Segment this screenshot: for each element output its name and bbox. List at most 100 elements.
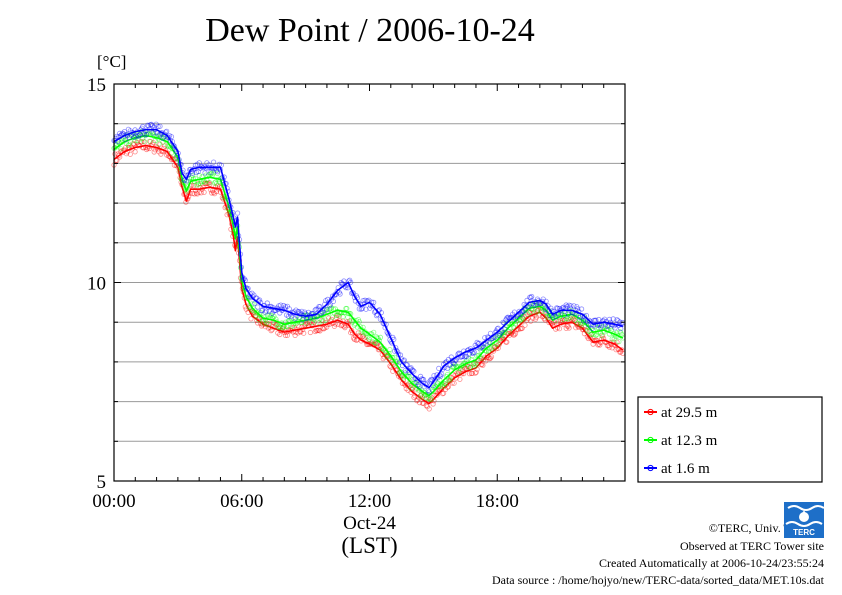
- data-point: [265, 321, 271, 328]
- data-point: [169, 156, 175, 162]
- data-point: [419, 400, 426, 406]
- data-point: [336, 313, 342, 319]
- data-point: [468, 370, 474, 376]
- data-point: [112, 151, 118, 157]
- data-point: [167, 144, 174, 150]
- data-point: [258, 307, 265, 314]
- data-point: [490, 348, 496, 354]
- data-point: [366, 336, 372, 342]
- data-point: [213, 188, 220, 195]
- data-point: [557, 317, 564, 324]
- data-point: [485, 352, 491, 358]
- data-point: [546, 319, 552, 326]
- data-point: [427, 378, 433, 384]
- data-point: [254, 295, 260, 301]
- data-point: [417, 373, 424, 379]
- data-point: [167, 138, 174, 144]
- data-point: [539, 305, 545, 311]
- data-point: [131, 134, 137, 140]
- data-point: [293, 307, 299, 313]
- data-point: [505, 320, 511, 326]
- data-point: [204, 160, 210, 166]
- data-point: [144, 131, 150, 138]
- data-point: [332, 291, 338, 297]
- data-point: [487, 355, 494, 361]
- data-point: [501, 329, 507, 335]
- data-point: [462, 365, 469, 372]
- data-point: [285, 313, 291, 319]
- data-point: [479, 344, 485, 350]
- data-point: [467, 364, 473, 370]
- data-point: [130, 141, 136, 147]
- data-point: [340, 314, 346, 320]
- data-point: [343, 284, 349, 291]
- data-point: [361, 335, 367, 341]
- data-point: [533, 309, 540, 315]
- data-point: [251, 301, 257, 307]
- data-point: [606, 316, 613, 322]
- data-point: [317, 304, 323, 310]
- data-point: [209, 190, 215, 196]
- data-point: [565, 311, 571, 317]
- data-point: [414, 379, 420, 385]
- data-point: [126, 135, 132, 141]
- data-point: [356, 319, 362, 325]
- data-point: [466, 351, 473, 357]
- data-point: [344, 305, 350, 312]
- data-point: [516, 308, 522, 314]
- data-point: [213, 184, 219, 190]
- data-point: [256, 297, 263, 303]
- data-point: [292, 332, 298, 338]
- data-point: [190, 183, 197, 189]
- data-point: [198, 163, 204, 169]
- data-point: [136, 133, 142, 139]
- data-point: [529, 293, 535, 300]
- data-point: [415, 397, 421, 403]
- data-point: [207, 180, 213, 186]
- data-point: [278, 325, 284, 331]
- data-point: [596, 316, 602, 323]
- data-point: [341, 278, 347, 284]
- data-point: [482, 335, 488, 341]
- x-tick-label: 00:00: [92, 491, 135, 512]
- data-point: [540, 313, 546, 319]
- data-point: [282, 304, 289, 310]
- data-point: [486, 356, 493, 362]
- data-point: [197, 180, 203, 186]
- data-point: [170, 142, 176, 148]
- data-point: [302, 322, 308, 328]
- data-point: [137, 131, 143, 137]
- data-point: [476, 357, 482, 363]
- credit-site: Observed at TERC Tower site: [679, 539, 824, 553]
- data-point: [418, 391, 425, 397]
- data-point: [407, 378, 413, 384]
- data-point: [451, 364, 457, 370]
- data-point: [153, 121, 159, 127]
- data-point: [371, 329, 377, 335]
- data-point: [520, 308, 526, 315]
- data-point: [416, 383, 423, 389]
- data-point: [275, 330, 281, 336]
- data-point: [212, 180, 218, 186]
- data-point: [492, 334, 498, 340]
- data-point: [313, 306, 319, 312]
- legend: at 29.5 m at 12.3 m at 1.6 m: [637, 396, 823, 483]
- data-point: [502, 326, 508, 332]
- data-point: [510, 314, 517, 320]
- data-point: [436, 365, 442, 371]
- data-point: [564, 303, 570, 310]
- data-point: [327, 302, 334, 308]
- data-point: [466, 371, 473, 377]
- data-point: [295, 330, 301, 336]
- data-point: [145, 123, 152, 129]
- data-point: [371, 339, 378, 346]
- data-point: [144, 146, 150, 153]
- data-point: [209, 170, 215, 176]
- data-point: [288, 316, 294, 322]
- data-point: [449, 364, 455, 370]
- data-point: [196, 172, 202, 179]
- data-point: [483, 341, 489, 347]
- data-point: [312, 307, 318, 313]
- data-point: [601, 316, 608, 322]
